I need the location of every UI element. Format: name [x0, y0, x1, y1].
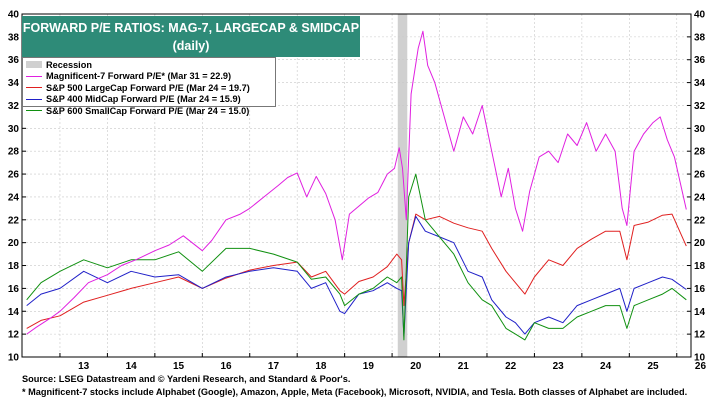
y-tick-label-left: 40	[8, 10, 20, 21]
x-tick-label: 14	[126, 361, 138, 372]
legend-label-recession: Recession	[46, 59, 92, 70]
series-line-sp400	[26, 215, 687, 337]
y-tick-label-left: 26	[8, 170, 20, 181]
legend-swatch-sp500	[26, 87, 42, 89]
x-tick-label: 19	[363, 361, 375, 372]
series-layer	[26, 30, 687, 341]
x-ticks: 13 14 15 16 17 18 19 20 21 22 23 24 25 26	[59, 353, 707, 372]
legend-label-sp600: S&P 600 SmallCap Forward P/E (Mar 24 = 1…	[46, 105, 250, 116]
recession-layer	[397, 14, 408, 357]
y-tick-label-right: 40	[694, 10, 706, 21]
y-tick-label-right: 30	[694, 124, 706, 135]
y-tick-label-left: 20	[8, 238, 20, 249]
y-tick-label-left: 12	[8, 330, 20, 341]
y-tick-label-right: 14	[694, 307, 706, 318]
y-tick-label-left: 36	[8, 55, 20, 66]
series-line-mag7	[26, 30, 687, 335]
x-tick-label: 16	[220, 361, 232, 372]
y-tick-label-right: 26	[694, 170, 706, 181]
y-tick-label-right: 32	[694, 101, 706, 112]
x-tick-label: 24	[600, 361, 612, 372]
y-tick-label-left: 34	[8, 78, 20, 89]
y-tick-label-left: 18	[8, 261, 20, 272]
x-tick-label: 13	[78, 361, 90, 372]
legend-item-sp500: S&P 500 LargeCap Forward P/E (Mar 24 = 1…	[26, 82, 272, 94]
y-tick-label-left: 24	[8, 192, 20, 203]
y-tick-label-left: 10	[8, 353, 20, 364]
x-tick-label: 15	[173, 361, 185, 372]
legend-label-mag7: Magnificent-7 Forward P/E* (Mar 31 = 22.…	[46, 71, 232, 82]
y-tick-label-left: 28	[8, 147, 20, 158]
legend-item-recession: Recession	[26, 59, 272, 71]
x-tick-label: 26	[695, 361, 707, 372]
x-tick-label: 22	[505, 361, 517, 372]
y-tick-label-left: 30	[8, 124, 20, 135]
x-tick-label: 20	[410, 361, 422, 372]
y-tick-label-left: 38	[8, 32, 20, 43]
legend-label-sp500: S&P 500 LargeCap Forward P/E (Mar 24 = 1…	[46, 82, 250, 93]
y-tick-label-right: 12	[694, 330, 706, 341]
legend-label-sp400: S&P 400 MidCap Forward P/E (Mar 24 = 15.…	[46, 94, 241, 105]
legend-item-mag7: Magnificent-7 Forward P/E* (Mar 31 = 22.…	[26, 71, 272, 83]
y-tick-label-right: 16	[694, 284, 706, 295]
y-tick-label-right: 10	[694, 353, 706, 364]
y-tick-label-right: 20	[694, 238, 706, 249]
legend: Recession Magnificent-7 Forward P/E* (Ma…	[22, 57, 276, 116]
legend-item-sp400: S&P 400 MidCap Forward P/E (Mar 24 = 15.…	[26, 94, 272, 106]
y-tick-label-right: 38	[694, 32, 706, 43]
footnotes: Source: LSEG Datastream and © Yardeni Re…	[22, 373, 687, 399]
y-tick-label-right: 24	[694, 192, 706, 203]
x-tick-label: 21	[458, 361, 470, 372]
x-tick-label: 25	[647, 361, 659, 372]
legend-swatch-mag7	[26, 75, 42, 77]
legend-swatch-sp600	[26, 110, 42, 112]
y-tick-label-right: 36	[694, 55, 706, 66]
y-tick-label-left: 32	[8, 101, 20, 112]
series-line-sp600	[26, 173, 687, 341]
y-tick-label-right: 18	[694, 261, 706, 272]
y-tick-label-right: 22	[694, 215, 706, 226]
legend-swatch-sp400	[26, 98, 42, 100]
plot-frame	[21, 13, 692, 358]
x-tick-label: 18	[315, 361, 327, 372]
chart-title: FORWARD P/E RATIOS: MAG-7, LARGECAP & SM…	[22, 21, 360, 35]
legend-item-sp600: S&P 600 SmallCap Forward P/E (Mar 24 = 1…	[26, 105, 272, 117]
source-note: Source: LSEG Datastream and © Yardeni Re…	[22, 374, 351, 384]
footnote-mag7: * Magnificent-7 stocks include Alphabet …	[22, 387, 688, 397]
x-tick-label: 23	[553, 361, 565, 372]
x-tick-label: 17	[268, 361, 280, 372]
y-tick-label-left: 14	[8, 307, 20, 318]
chart-subtitle: (daily)	[172, 39, 210, 53]
y-tick-label-left: 16	[8, 284, 20, 295]
y-tick-label-left: 22	[8, 215, 20, 226]
chart-title-box: FORWARD P/E RATIOS: MAG-7, LARGECAP & SM…	[22, 16, 360, 57]
y-ticks-right: 10 12 14 16 18 20 22 24 26 28 30 32 34 36 38 40	[687, 10, 706, 364]
legend-swatch-recession	[26, 61, 42, 69]
y-tick-label-right: 34	[694, 78, 706, 89]
y-tick-label-right: 28	[694, 147, 706, 158]
recession-band	[397, 14, 408, 357]
y-ticks-left: 10 12 14 16 18 20 22 24 26 28 30 32 34 36 38 40	[8, 10, 26, 364]
